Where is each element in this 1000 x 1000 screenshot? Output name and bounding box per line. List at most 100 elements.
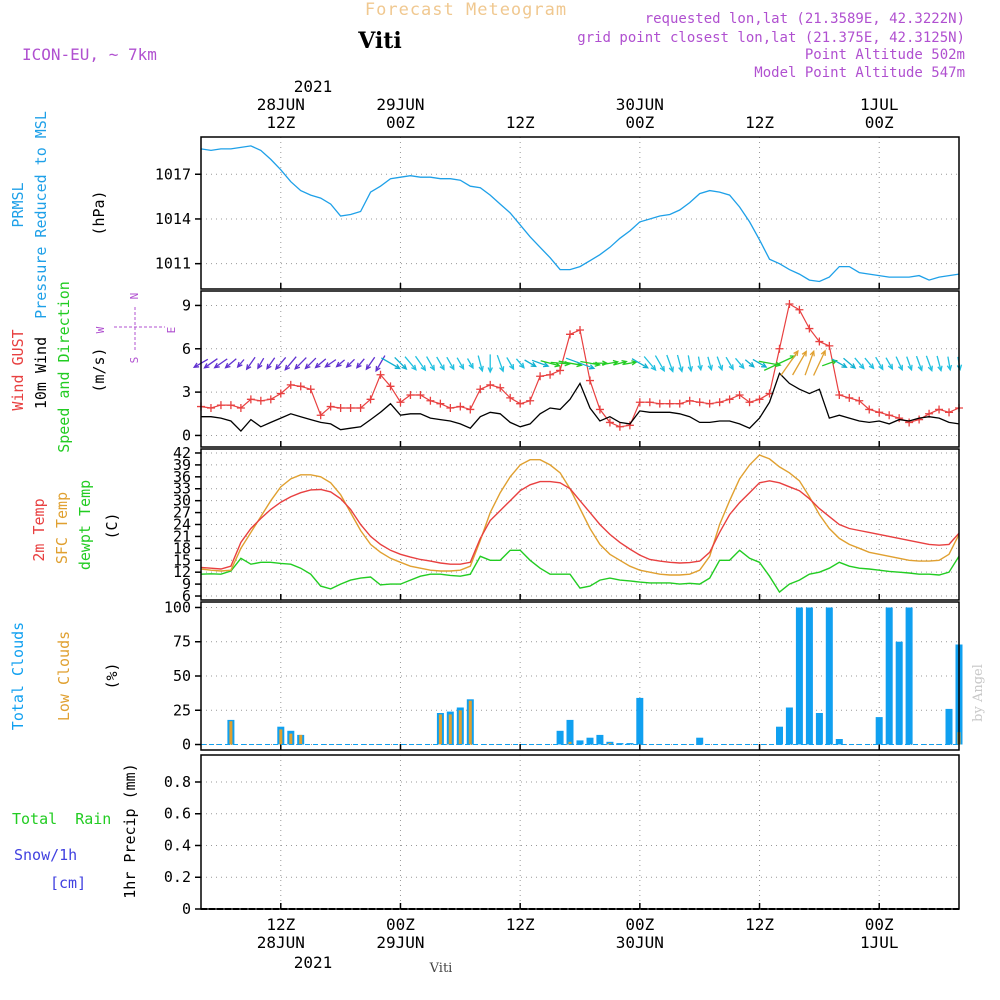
gust-marker bbox=[755, 395, 764, 404]
top-tick-hour: 12Z bbox=[745, 113, 774, 132]
total-cloud-bar bbox=[586, 737, 594, 745]
low-cloud-bar bbox=[279, 729, 283, 745]
wind-arrow bbox=[456, 357, 465, 370]
wind-arrow-head bbox=[793, 349, 799, 357]
pressure-label: PRMSL bbox=[9, 182, 27, 227]
wind-arrow bbox=[854, 357, 865, 370]
wind-arrow-head bbox=[678, 366, 684, 373]
gust-marker bbox=[496, 383, 505, 392]
wind-arrow bbox=[936, 355, 942, 371]
wind-arrow bbox=[813, 350, 826, 376]
y-tick-label: 15 bbox=[173, 551, 191, 569]
wind-arrow bbox=[404, 356, 417, 371]
wind-arrow bbox=[697, 356, 702, 370]
gust-marker bbox=[416, 391, 425, 399]
wind-arrow bbox=[792, 351, 807, 376]
bottom-year-label: 2021 bbox=[294, 953, 333, 972]
gust-marker bbox=[595, 405, 604, 414]
gust-marker bbox=[386, 382, 395, 391]
top-tick-date: 29JUN bbox=[376, 95, 424, 114]
wind-arrow-head bbox=[878, 364, 884, 371]
clouds-border bbox=[200, 601, 960, 751]
y-tick-label: 24 bbox=[173, 516, 191, 534]
gust-marker bbox=[256, 396, 265, 405]
wind-arrow bbox=[246, 356, 256, 370]
wind-arrow-head bbox=[324, 362, 331, 368]
wind-arrow-head bbox=[820, 349, 826, 356]
gust-marker bbox=[685, 396, 694, 405]
y-tick-label: 39 bbox=[173, 456, 191, 474]
y-tick-label: 21 bbox=[173, 527, 191, 545]
total-cloud-bar bbox=[566, 719, 574, 745]
gust-marker bbox=[785, 300, 794, 308]
wind-arrow bbox=[780, 350, 799, 376]
gust-marker bbox=[316, 411, 325, 420]
gust-marker bbox=[466, 405, 475, 414]
wind-arrow-head bbox=[801, 350, 807, 357]
wind-arrow bbox=[356, 358, 365, 369]
wind-arrow bbox=[204, 358, 218, 369]
wind-arrow-head bbox=[394, 364, 401, 370]
low-cloud-bar bbox=[438, 714, 442, 745]
wind-arrow-head bbox=[588, 364, 596, 370]
gust-marker bbox=[585, 376, 594, 385]
wind-arrow-head bbox=[375, 365, 381, 373]
gust-marker bbox=[945, 408, 954, 417]
gust-marker bbox=[665, 399, 674, 408]
y-tick-label: 9 bbox=[182, 575, 191, 593]
gust-marker bbox=[605, 418, 614, 427]
total-cloud-bar bbox=[636, 697, 644, 745]
wind-arrow-head bbox=[499, 366, 505, 373]
wind-arrow bbox=[394, 356, 407, 370]
clouds-panel: 0 25 50 75 100 bbox=[164, 598, 963, 754]
wind-arrow bbox=[864, 357, 874, 369]
snow-label: Snow/1h bbox=[14, 846, 77, 864]
y-tick-label: 0.4 bbox=[164, 836, 191, 854]
location-title: Viti bbox=[357, 28, 402, 54]
wind-arrow bbox=[375, 355, 386, 372]
y-tick-label: 75 bbox=[173, 633, 191, 651]
wind-arrow-head bbox=[294, 363, 301, 370]
wind-arrow-head bbox=[543, 362, 550, 368]
y-tick-label: 30 bbox=[173, 492, 191, 510]
wind-arrow bbox=[365, 356, 376, 370]
wind-arrow bbox=[654, 355, 665, 372]
wind-arrow bbox=[305, 357, 317, 369]
wind-arrow-head bbox=[257, 363, 263, 370]
wind-arrow-head bbox=[687, 366, 694, 373]
wind-arrow-head bbox=[355, 362, 362, 369]
top-year-label: 2021 bbox=[294, 77, 333, 96]
pressure-label-2: Pressure Reduced to MSL bbox=[32, 111, 50, 319]
wind-arrow bbox=[687, 355, 692, 372]
y-tick-label: 9 bbox=[182, 296, 191, 314]
y-tick-label: 33 bbox=[173, 480, 191, 498]
wind-arrow bbox=[225, 358, 237, 369]
top-tick-date: 28JUN bbox=[257, 95, 305, 114]
wind-arrow-head bbox=[728, 364, 734, 371]
gust-marker bbox=[456, 402, 465, 411]
gust-marker bbox=[396, 398, 405, 407]
wind-dir-label: Speed and Direction bbox=[55, 281, 73, 453]
wind-arrow bbox=[540, 360, 560, 367]
wind-arrow-head bbox=[642, 363, 649, 369]
gust-marker bbox=[376, 370, 385, 379]
y-tick-label: 42 bbox=[173, 444, 191, 462]
wind-arrow-head bbox=[401, 364, 408, 371]
gust-marker bbox=[346, 404, 355, 412]
total-cloud-bar bbox=[945, 708, 953, 745]
wind-arrow-head bbox=[659, 365, 665, 373]
wind-arrow bbox=[336, 359, 346, 368]
gust-marker bbox=[506, 393, 515, 402]
wind-arrow bbox=[325, 359, 337, 368]
compass-rose: N W E S bbox=[94, 293, 178, 364]
wind-arrow-head bbox=[530, 361, 537, 368]
gust-marker bbox=[306, 385, 315, 394]
wind-arrow-head bbox=[946, 364, 953, 372]
y-tick-label: 1014 bbox=[155, 210, 191, 228]
wind-arrow bbox=[426, 356, 435, 371]
wind-arrow bbox=[676, 354, 683, 372]
y-tick-label: 3 bbox=[182, 383, 191, 401]
y-tick-label: 27 bbox=[173, 504, 191, 522]
